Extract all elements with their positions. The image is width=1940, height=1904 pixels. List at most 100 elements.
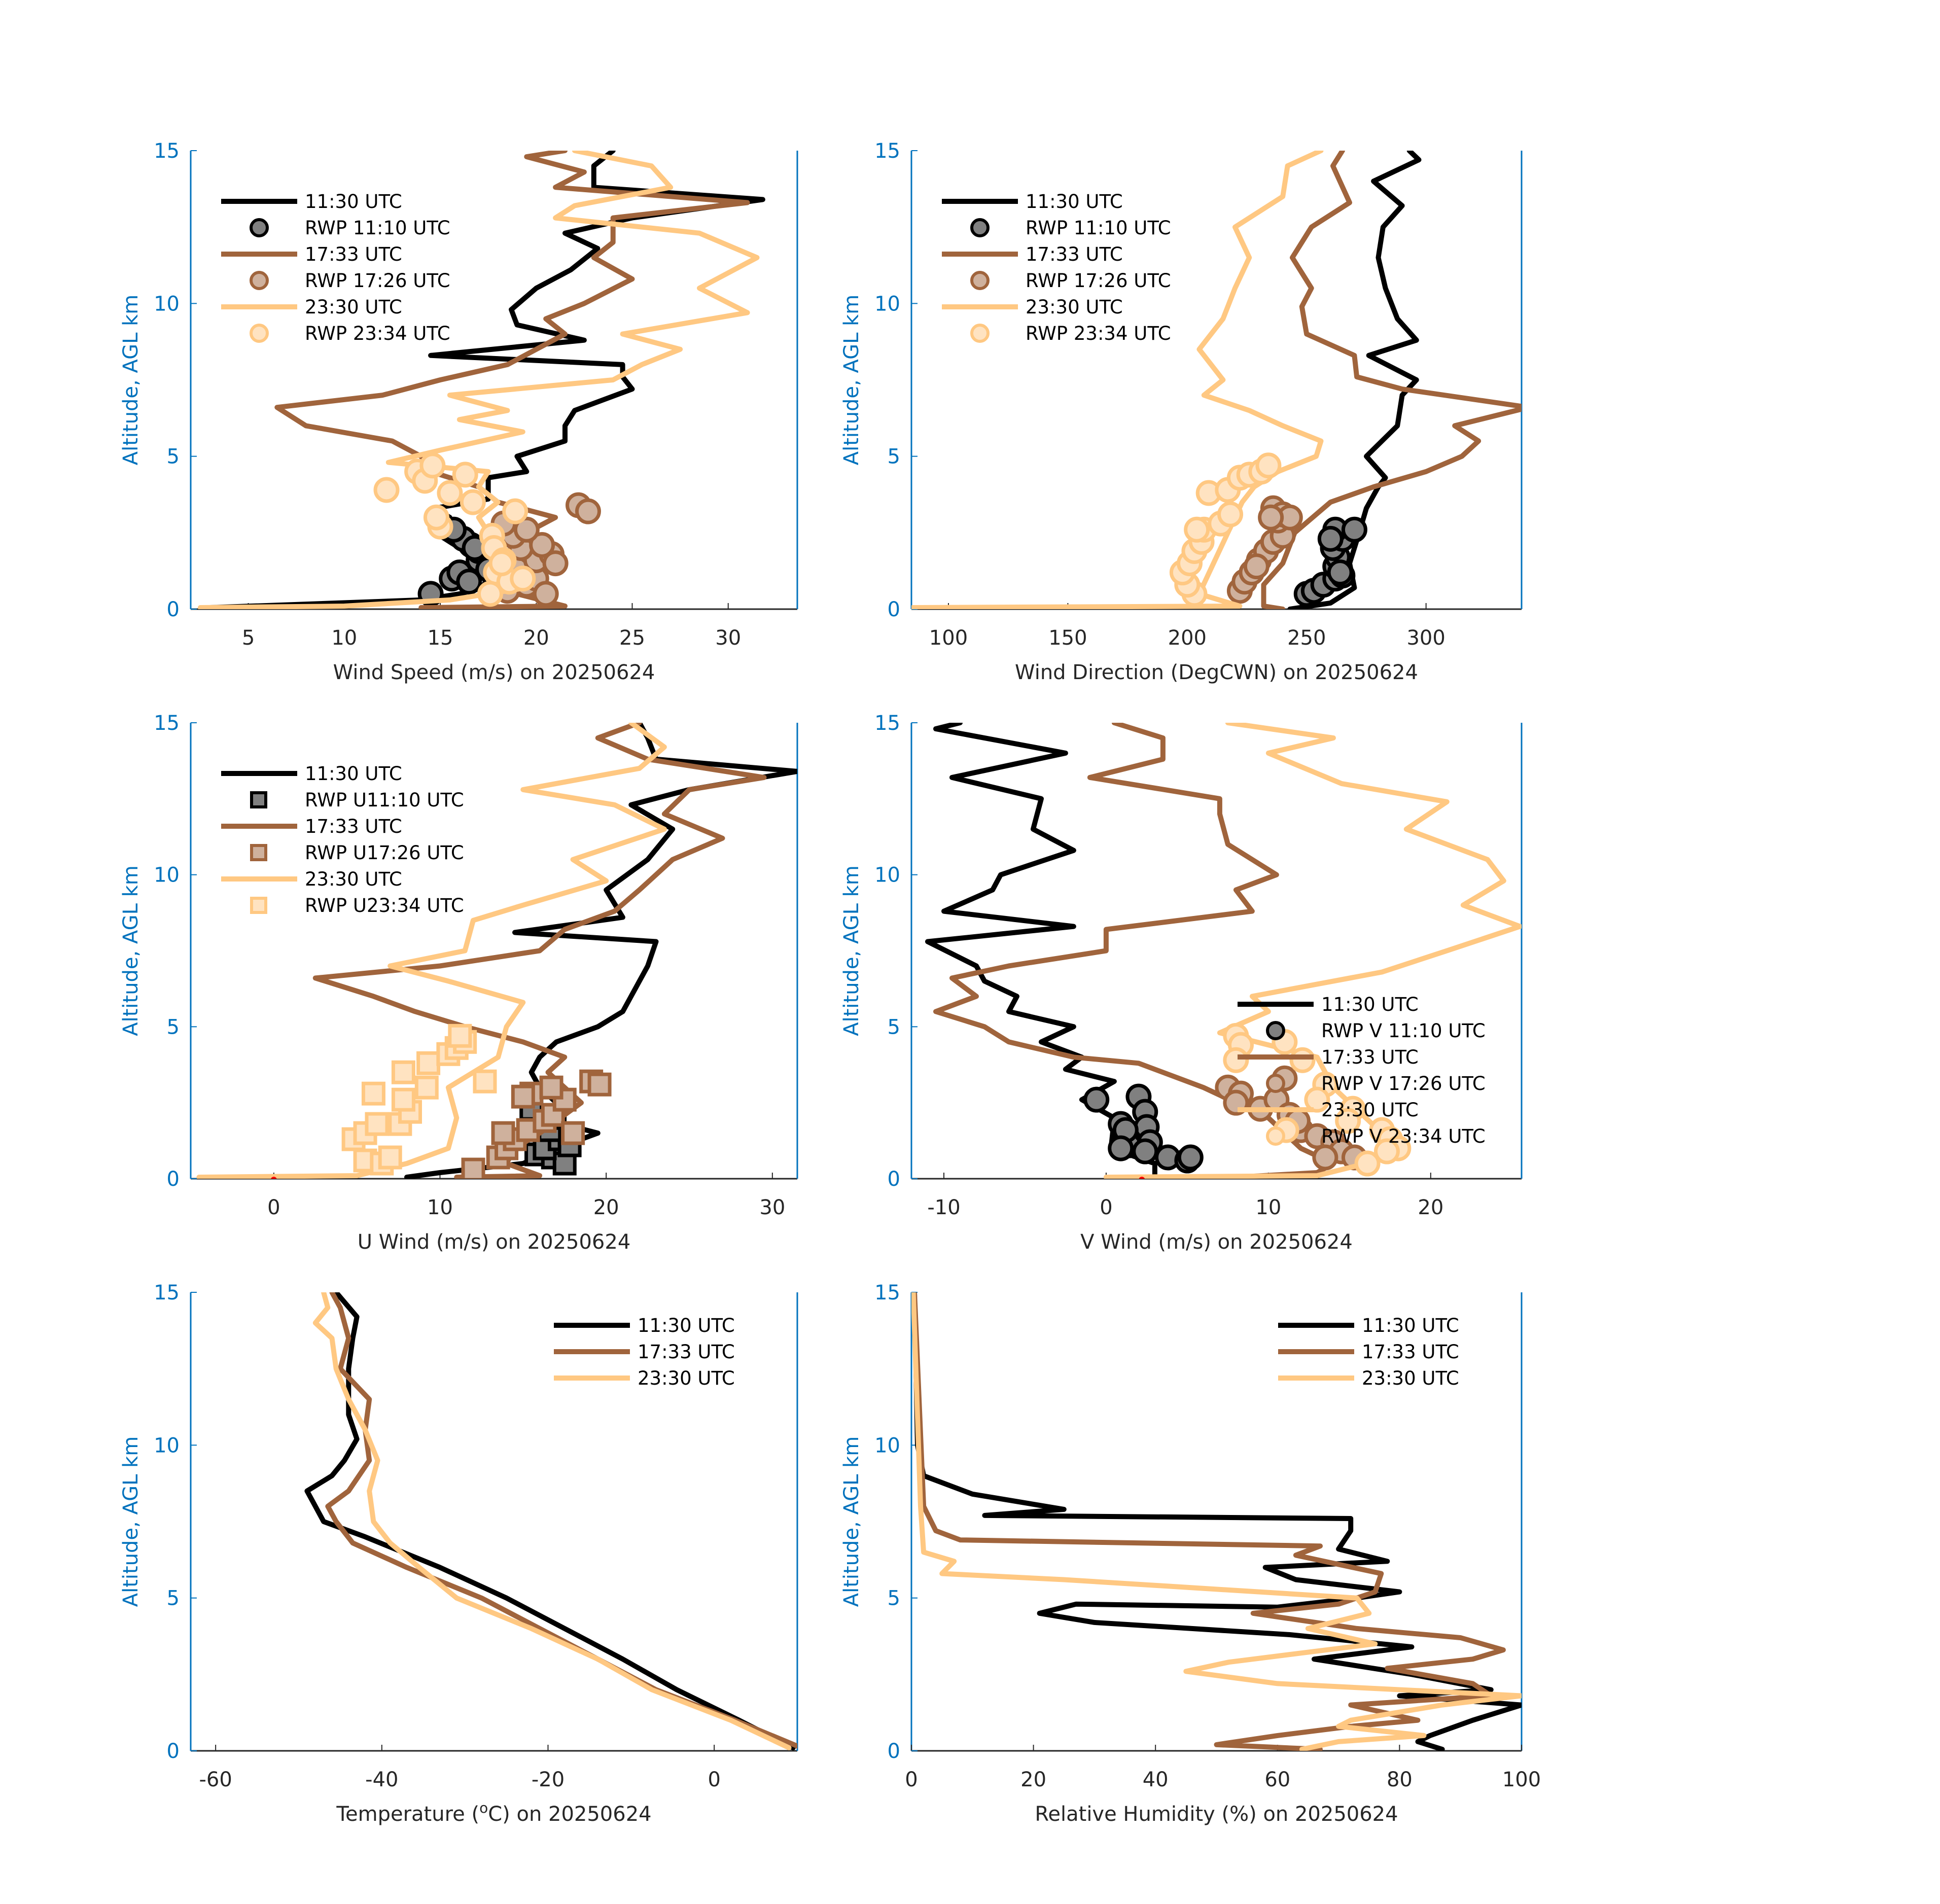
- legend-item: RWP 17:26 UTC: [970, 270, 1171, 292]
- legend-item: 17:33 UTC: [221, 816, 402, 837]
- series-line-23-30-utc: [911, 151, 1324, 609]
- rwp-marker: [416, 1051, 441, 1075]
- rwp-marker: [414, 1075, 439, 1100]
- y-tick-label: 15: [154, 139, 180, 163]
- y-axis-label: Altitude, AGL km: [840, 865, 863, 1036]
- x-tick-label: 150: [1048, 626, 1087, 650]
- y-axis-label: Altitude, AGL km: [840, 295, 863, 466]
- x-tick-label: 30: [759, 1196, 785, 1219]
- x-tick-label: -40: [365, 1768, 398, 1791]
- legend-item: 17:33 UTC: [221, 243, 402, 265]
- legend-item: 11:30 UTC: [1278, 1315, 1459, 1336]
- x-tick-label: -60: [199, 1768, 232, 1791]
- panel-relative-humidity: 0 20 40 60 80 100 0 5 10 15 Relative Humidity (%) …: [840, 1281, 1541, 1826]
- legend-item: 23:30 UTC: [1278, 1367, 1459, 1389]
- rwp-marker: [542, 550, 569, 577]
- rwp-marker: [1255, 452, 1282, 479]
- rwp-marker: [511, 1084, 535, 1109]
- panel-u-wind: 0 10 20 30 0 5 10 15 U Wind (m/s) on 20250624 Alt…: [119, 712, 798, 1254]
- rwp-marker: [1132, 1138, 1158, 1165]
- legend-item: 17:33 UTC: [942, 243, 1123, 265]
- legend-label: 17:33 UTC: [1362, 1341, 1459, 1363]
- rwp-marker: [1258, 504, 1284, 531]
- legend-label: RWP U11:10 UTC: [305, 789, 464, 811]
- legend-item: 11:30 UTC: [221, 763, 402, 785]
- legend-item: RWP 11:10 UTC: [970, 217, 1171, 239]
- rwp-marker: [460, 489, 486, 515]
- rwp-marker: [575, 498, 601, 524]
- legend-label: 11:30 UTC: [1321, 994, 1419, 1015]
- legend-label: 11:30 UTC: [305, 763, 402, 785]
- y-tick-label: 0: [167, 1740, 180, 1763]
- legend-item: RWP 23:34 UTC: [250, 323, 450, 344]
- legend-item: 11:30 UTC: [221, 191, 402, 213]
- legend-item: 11:30 UTC: [942, 191, 1123, 213]
- series-line-11-30-utc: [925, 723, 1157, 1179]
- legend-square-swatch: [250, 897, 267, 914]
- legend: 11:30 UTC RWP 11:10 UTC 17:33 UTC RWP 17:26…: [221, 191, 450, 344]
- x-tick-label: 80: [1387, 1768, 1413, 1791]
- x-axis-label: U Wind (m/s) on 20250624: [358, 1230, 631, 1254]
- legend-label: 23:30 UTC: [1026, 296, 1123, 318]
- rwp-marker: [513, 516, 540, 543]
- rwp-marker: [488, 550, 515, 577]
- y-tick-label: 0: [888, 1740, 900, 1763]
- legend-label: RWP 11:10 UTC: [1026, 217, 1171, 239]
- rwp-marker: [1312, 1144, 1338, 1171]
- legend-circle-swatch: [970, 324, 990, 343]
- rwp-marker: [1341, 516, 1367, 543]
- rwp-marker: [1327, 559, 1353, 586]
- legend-label: 11:30 UTC: [638, 1315, 735, 1336]
- plot-area: [197, 151, 765, 609]
- rwp-marker: [477, 581, 503, 607]
- series-line-23-30-utc: [196, 723, 667, 1179]
- legend-item: 23:30 UTC: [1238, 1099, 1419, 1121]
- x-tick-label: 20: [523, 626, 549, 650]
- x-axis-label-part: C) on 20250624: [488, 1803, 651, 1826]
- x-tick-label: 0: [708, 1768, 720, 1791]
- series-line-11-30-utc: [304, 1292, 796, 1750]
- rwp-marker: [448, 1024, 472, 1048]
- rwp-marker: [561, 1121, 585, 1145]
- rwp-marker: [378, 1145, 402, 1170]
- rwp-marker: [491, 1121, 515, 1145]
- legend-label: 11:30 UTC: [1362, 1315, 1459, 1336]
- rwp-marker: [391, 1060, 415, 1084]
- rwp-marker: [1108, 1135, 1134, 1161]
- rwp-marker: [391, 1087, 415, 1112]
- legend-label: 17:33 UTC: [638, 1341, 735, 1363]
- x-tick-label: 20: [1418, 1196, 1443, 1219]
- series-line-23-30-utc: [312, 1292, 792, 1750]
- rwp-marker: [1335, 1108, 1361, 1134]
- x-tick-label: -10: [927, 1196, 960, 1219]
- legend-item: 23:30 UTC: [221, 868, 402, 890]
- legend-circle-swatch: [250, 324, 269, 343]
- legend-item: 17:33 UTC: [554, 1341, 735, 1363]
- legend-circle-swatch: [970, 271, 990, 290]
- panel-temperature: -60 -40 -20 0 0 5 10 15 Temperature (oC) on 2025…: [119, 1281, 798, 1826]
- rwp-marker: [1289, 1047, 1316, 1073]
- y-tick-label: 10: [874, 864, 900, 887]
- legend-label: 17:33 UTC: [1321, 1046, 1419, 1068]
- legend: 11:30 UTC RWP V 11:10 UTC 17:33 UTC RWP V 1…: [1238, 994, 1486, 1147]
- legend-label: 17:33 UTC: [1026, 243, 1123, 265]
- legend-label: RWP 23:34 UTC: [305, 323, 450, 344]
- rwp-marker: [361, 1081, 385, 1106]
- plot-area: [911, 151, 1522, 609]
- series-line-11-30-utc: [1287, 151, 1422, 609]
- y-tick-label: 5: [888, 1587, 900, 1610]
- x-tick-label: 20: [593, 1196, 619, 1219]
- y-tick-label: 5: [167, 1015, 180, 1039]
- x-tick-label: 5: [242, 626, 255, 650]
- rwp-marker: [1317, 525, 1344, 552]
- legend-item: 11:30 UTC: [1238, 994, 1419, 1015]
- y-tick-label: 5: [888, 445, 900, 469]
- legend-label: RWP V 11:10 UTC: [1321, 1020, 1486, 1042]
- y-tick-label: 10: [874, 292, 900, 315]
- rwp-marker: [1217, 501, 1244, 527]
- legend-label: RWP U23:34 UTC: [305, 895, 464, 916]
- legend-label: RWP V 17:26 UTC: [1321, 1073, 1486, 1095]
- legend-item: RWP 17:26 UTC: [250, 270, 450, 292]
- legend-label: RWP 23:34 UTC: [1026, 323, 1171, 344]
